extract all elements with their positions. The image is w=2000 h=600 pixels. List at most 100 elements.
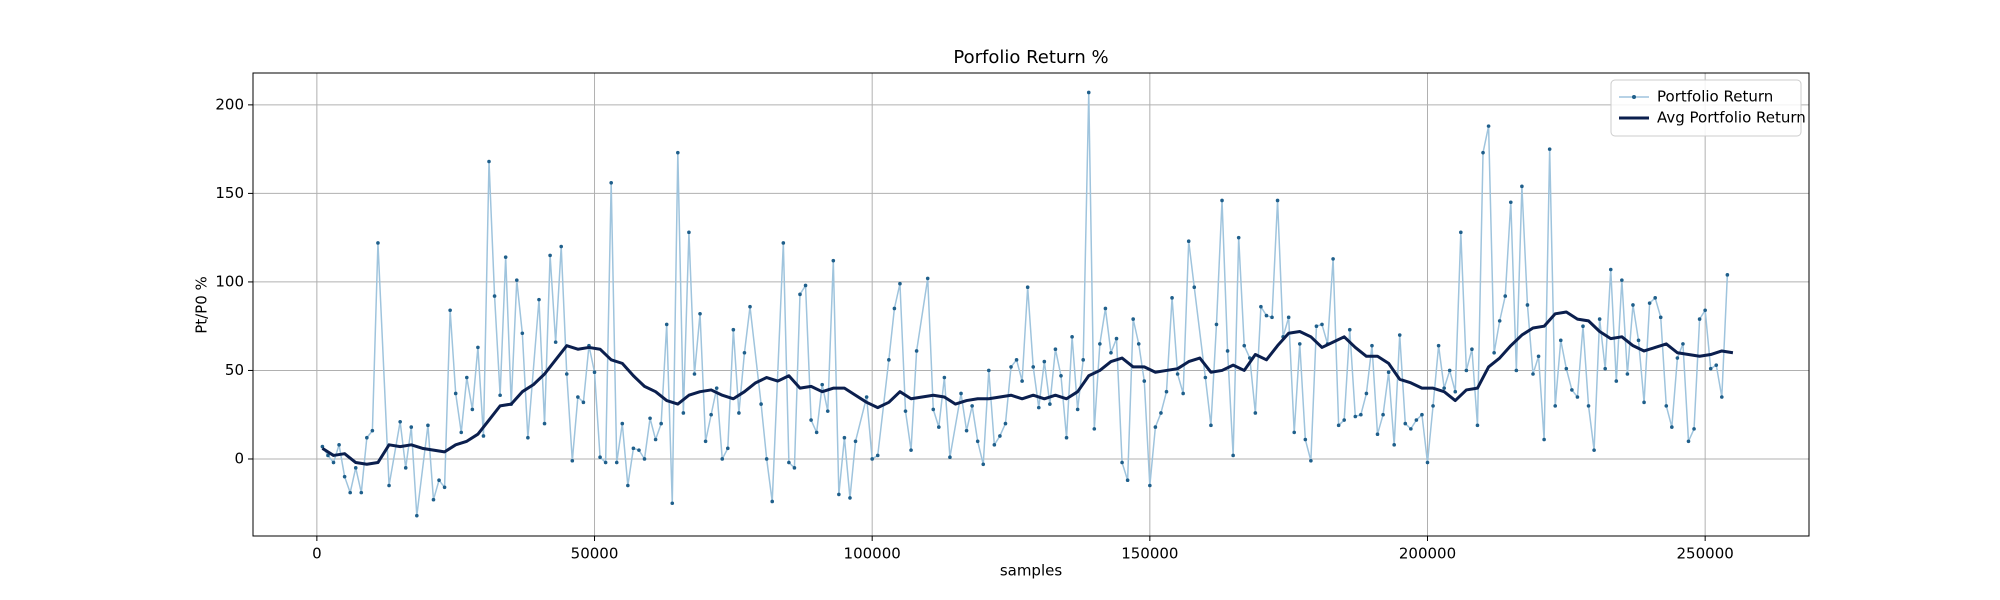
point-marker [1503,294,1508,298]
point-marker [1486,124,1491,128]
point-marker [1403,421,1408,426]
point-marker [864,395,869,399]
point-marker [1320,322,1324,327]
point-marker [1209,423,1213,428]
point-marker [1220,198,1224,203]
point-marker [526,435,530,440]
point-marker [731,327,736,332]
point-marker [1098,342,1102,346]
point-marker [948,455,952,460]
point-marker [1558,338,1563,343]
point-marker [326,453,330,458]
point-marker [914,349,919,353]
point-marker [459,430,464,435]
point-marker [637,448,641,452]
point-marker [1264,313,1269,318]
point-marker [1636,338,1641,343]
point-marker [1270,315,1274,320]
point-marker [398,419,402,424]
point-marker [1359,412,1363,417]
point-marker [1353,414,1358,419]
y-tick-label: 200 [215,95,244,113]
point-marker [1464,368,1469,373]
point-marker [809,418,813,422]
point-marker [1459,230,1463,235]
chart-title: Porfolio Return % [953,47,1108,68]
point-marker [564,372,569,376]
x-tick-label: 100000 [844,545,901,563]
point-marker [570,458,575,463]
point-marker [1053,347,1058,352]
point-marker [520,331,525,336]
point-marker [1131,317,1135,321]
point-marker [1481,150,1485,155]
point-marker [353,466,358,470]
point-marker [1120,460,1124,465]
point-marker [1364,391,1369,396]
point-marker [1009,365,1013,369]
point-marker [1292,430,1297,435]
point-marker [631,446,636,451]
point-marker [1642,400,1646,405]
point-marker [1431,404,1435,408]
point-marker [609,180,613,185]
point-marker [620,421,625,426]
point-marker [365,435,369,440]
point-marker [959,391,963,396]
point-marker [825,409,830,413]
point-marker [1214,322,1219,327]
legend-label: Portfolio Return [1657,88,1773,106]
point-marker [342,474,347,479]
point-marker [687,230,691,235]
plot-frame [252,72,1810,537]
point-marker [1675,356,1680,360]
point-marker [703,439,708,444]
point-marker [1081,358,1085,362]
point-marker [842,435,847,440]
point-marker [376,241,380,245]
x-tick-label: 150000 [1121,545,1178,563]
point-marker [1692,427,1696,431]
point-marker [1136,342,1141,346]
point-marker [1125,478,1130,483]
point-marker [986,368,991,373]
point-marker [892,306,897,311]
point-marker [1020,379,1024,383]
point-marker [798,292,802,297]
point-marker [925,276,930,281]
point-marker [1186,239,1191,244]
point-marker [503,255,508,259]
point-marker [792,466,797,470]
point-marker [1042,359,1047,364]
point-marker [370,428,375,433]
point-marker [837,492,841,497]
point-marker [1331,257,1335,261]
point-marker [437,478,441,483]
point-marker [1414,418,1419,422]
point-marker [1420,412,1424,417]
legend-label: Avg Portfolio Return [1657,109,1806,127]
point-marker [1542,437,1546,442]
point-marker [1586,404,1591,408]
point-marker [542,421,547,426]
point-marker [720,457,725,461]
point-marker [537,297,541,302]
point-marker [998,434,1002,438]
y-tick-label: 50 [225,361,244,379]
point-marker [931,407,936,412]
point-marker [1664,404,1669,408]
point-marker [964,428,969,433]
point-marker [764,457,769,461]
point-marker [498,393,502,398]
point-marker [748,304,752,309]
point-marker [614,460,619,465]
point-marker [1025,285,1030,290]
point-marker [1681,342,1685,346]
point-marker [1697,317,1702,321]
point-marker [1631,303,1635,307]
point-marker [359,490,364,495]
point-marker [1003,421,1008,426]
point-marker [676,150,680,155]
point-marker [1070,335,1074,339]
point-marker [464,375,469,380]
